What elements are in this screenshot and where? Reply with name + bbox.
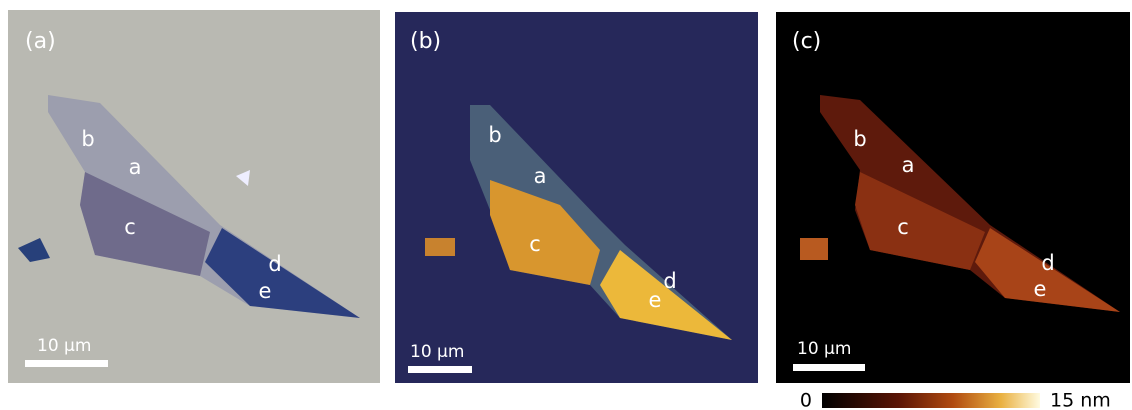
region-label: a: [534, 164, 547, 188]
scale-bar: [408, 366, 472, 373]
region-label: d: [1041, 251, 1054, 275]
region-label: e: [1034, 277, 1047, 301]
region-label: e: [259, 279, 272, 303]
figure: (a) (b) (c) bacdebacdebacde 10 µm 10 µm …: [0, 0, 1132, 410]
debris: [425, 238, 455, 256]
region-label: a: [129, 155, 142, 179]
region-label: a: [902, 153, 915, 177]
panel-label: (c): [792, 29, 821, 54]
region-label: b: [853, 127, 866, 151]
debris: [800, 238, 828, 260]
panel-bg: [8, 10, 380, 383]
colorbar: [822, 393, 1040, 408]
region-label: e: [649, 288, 662, 312]
panel-c: [776, 12, 1130, 383]
colorbar-max: 15 nm: [1050, 390, 1111, 410]
scale-bar: [793, 364, 865, 371]
panel-label: (a): [25, 29, 56, 54]
region-label: b: [488, 123, 501, 147]
colorbar-min: 0: [800, 390, 812, 410]
scale-bar-label: 10 µm: [410, 342, 464, 362]
region-label: c: [529, 232, 541, 256]
panel-label: (b): [410, 29, 441, 54]
scale-bar-label: 10 µm: [797, 339, 851, 359]
scale-bar: [25, 360, 108, 367]
region-label: b: [81, 127, 94, 151]
panel-b: [395, 12, 758, 383]
panel-a: [8, 10, 380, 383]
region-label: c: [897, 215, 909, 239]
region-label: d: [268, 252, 281, 276]
region-label: c: [124, 215, 136, 239]
region-label: d: [663, 269, 676, 293]
scale-bar-label: 10 µm: [37, 336, 91, 356]
